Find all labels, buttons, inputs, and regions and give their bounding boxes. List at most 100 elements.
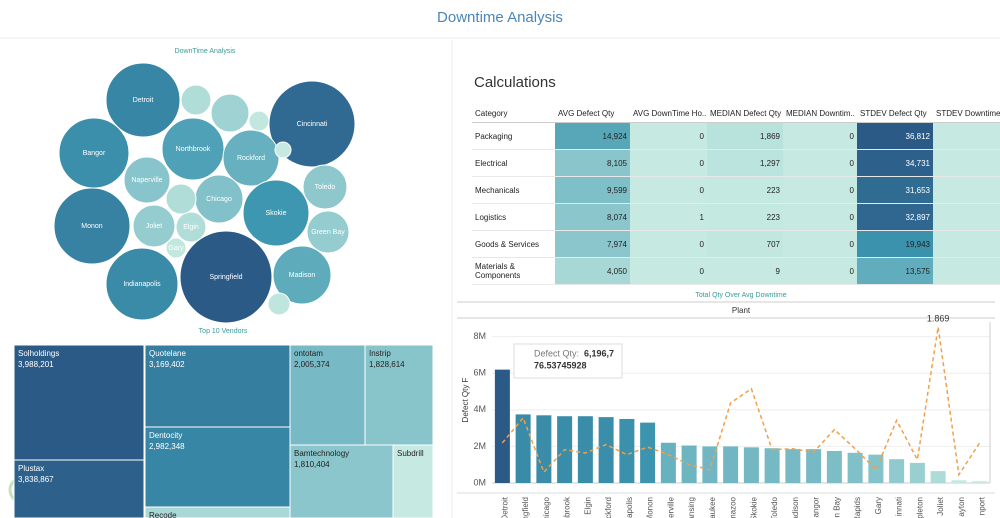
table-cell: 0	[630, 122, 707, 150]
x-tick-label: Elgin	[583, 497, 592, 515]
table-row: Electrical 8,105 0 1,297 0 34,731	[472, 149, 1000, 177]
table-cell: 0	[783, 122, 857, 150]
bubble-label: Detroit	[133, 97, 154, 104]
table-cell: 34,731	[857, 149, 933, 177]
treemap-cell	[13, 344, 145, 461]
table-cell: 31,653	[857, 176, 933, 204]
calculations-table: Category AVG Defect Qty AVG DownTime Ho.. M…	[472, 104, 1000, 285]
x-tick-label: ckford	[604, 497, 613, 518]
table-cell: 0	[783, 230, 857, 258]
table-body: Packaging 14,924 0 1,869 0 36,812 Electrical 8,…	[472, 122, 1000, 285]
bubble	[272, 245, 332, 305]
table-cell: 1	[630, 203, 707, 231]
table-cell: 223	[707, 203, 783, 231]
bar	[972, 481, 988, 483]
bar	[930, 471, 946, 483]
bubble	[306, 210, 350, 254]
column-header: MEDIAN Defect Qty	[707, 104, 783, 123]
bar	[723, 446, 739, 483]
tooltip-label: Defect Qty:	[534, 348, 579, 358]
treemap-value: 3,988,201	[18, 360, 54, 369]
table-row: Mechanicals 9,599 0 223 0 31,653	[472, 176, 1000, 204]
bubble	[302, 164, 348, 210]
x-tick-label: ansing	[687, 497, 696, 518]
table-cell: 13,575	[857, 257, 933, 285]
table-cell: 0	[630, 176, 707, 204]
table-row: Packaging 14,924 0 1,869 0 36,812	[472, 122, 1000, 150]
table-cell: 4,050	[555, 257, 630, 285]
bubble	[105, 62, 181, 138]
treemap-label: Dentocity	[149, 431, 182, 440]
x-tick-label: erville	[666, 496, 675, 517]
page-title: Downtime Analysis	[437, 9, 563, 26]
bubble-label: Bangor	[83, 150, 106, 157]
bar	[619, 418, 635, 483]
y-tick-label: 6M	[473, 368, 486, 378]
bubble	[175, 211, 207, 243]
treemap-value: 1,810,404	[294, 460, 330, 469]
x-tick-label: hbrook	[563, 496, 572, 518]
column-header: MEDIAN Downtim..	[783, 104, 857, 123]
bubble	[105, 247, 179, 321]
row-label: Packaging	[472, 122, 555, 150]
bar	[806, 449, 822, 483]
bubble	[179, 230, 273, 324]
bar	[889, 459, 905, 483]
table-cell	[933, 176, 1000, 204]
bubble-label: Chicago	[206, 196, 232, 203]
x-tick-label: Gary	[874, 497, 883, 514]
bubble	[274, 141, 292, 159]
table-title: Calculations	[474, 74, 556, 91]
treemap-value: 2,982,348	[149, 442, 185, 451]
bubble	[132, 204, 176, 248]
table-cell	[933, 122, 1000, 150]
bar	[536, 415, 552, 483]
bubble-label: Northbrook	[176, 146, 211, 153]
x-tick-label: Joliet	[936, 496, 945, 515]
treemap-cell	[144, 426, 291, 508]
bubble-label: Green Bay	[311, 229, 345, 236]
bubble-label: Madison	[289, 272, 316, 279]
table-row: Logistics 8,074 1 223 0 32,897	[472, 203, 1000, 231]
table-cell	[933, 203, 1000, 231]
y-axis-title: Defect Qty F	[461, 377, 470, 422]
bubble-label: Naperville	[131, 177, 162, 184]
bubble-label: Cincinnati	[297, 121, 328, 128]
bubble-label: Rockford	[237, 155, 265, 162]
bubble	[222, 129, 280, 187]
header-row: Category AVG Defect Qty AVG DownTime Ho.. M…	[472, 104, 1000, 123]
bubble-label: Monon	[81, 223, 103, 230]
x-tick-label: Rapids	[853, 497, 862, 518]
x-tick-label: waukee	[708, 496, 717, 518]
bar	[660, 442, 676, 483]
table-cell: 1,297	[707, 149, 783, 177]
bubble-label: Skokie	[265, 210, 286, 217]
treemap-value: 2,005,374	[294, 360, 330, 369]
y-tick-label: 8M	[473, 331, 486, 341]
bar	[494, 369, 510, 483]
bubble-label: Springfield	[209, 274, 242, 281]
bubble	[53, 187, 131, 265]
bubble	[165, 183, 197, 215]
column-header: AVG DownTime Ho..	[630, 104, 707, 123]
x-axis-title: Plant	[732, 306, 751, 315]
table-cell: 0	[630, 257, 707, 285]
tooltip-detail: 76.53745928	[534, 360, 587, 370]
bar	[951, 480, 967, 483]
table-cell: 223	[707, 176, 783, 204]
x-tick-label: innati	[895, 497, 904, 516]
bubble-label: Gary	[168, 245, 184, 252]
x-tick-label: nport	[978, 496, 987, 515]
treemap-value: 3,169,402	[149, 360, 185, 369]
table-cell: 0	[783, 203, 857, 231]
x-tick-label: Detroit	[500, 496, 509, 518]
bar	[847, 452, 863, 483]
treemap-label: Solholdings	[18, 349, 59, 358]
bubble-label: Joliet	[146, 223, 162, 230]
table-cell	[933, 257, 1000, 285]
treemap-label: ontotam	[294, 349, 323, 358]
treemap-cell	[144, 344, 291, 428]
table-cell: 0	[783, 149, 857, 177]
bar	[826, 450, 842, 483]
row-label: Materials & Components	[472, 257, 555, 285]
